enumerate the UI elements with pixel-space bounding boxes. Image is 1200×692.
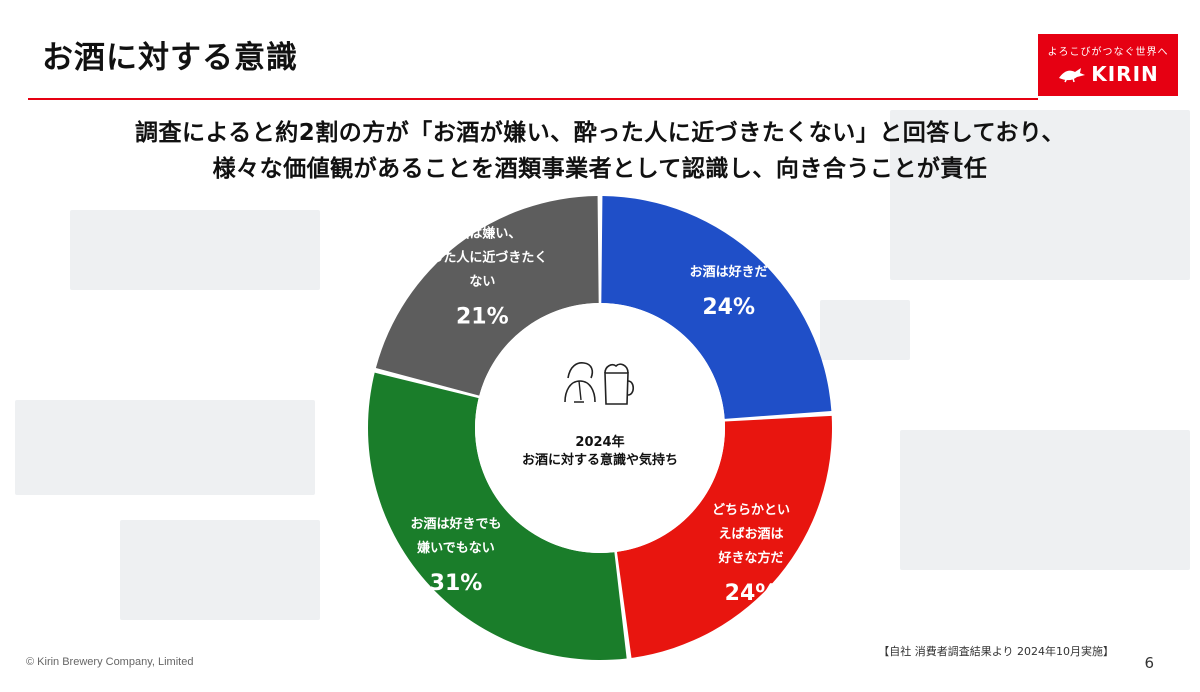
slice-label: お酒は好きだ	[690, 264, 768, 280]
slice-label: お酒は好きでも	[410, 516, 501, 532]
headline-line-2: 様々な価値観があることを酒類事業者として認識し、向き合うことが責任	[212, 156, 988, 182]
source-note: 【自社 消費者調査結果より 2024年10月実施】	[878, 645, 1114, 658]
logo-brand: KIRIN	[1091, 61, 1159, 86]
page-title: お酒に対する意識	[42, 40, 298, 76]
background-photo	[900, 430, 1190, 570]
person-and-beer-icon	[564, 362, 635, 405]
page-number: 6	[1144, 654, 1154, 672]
slice-value-label: 24%	[725, 581, 778, 606]
logo-row: KIRIN	[1057, 63, 1159, 85]
slice-somewhat-like	[616, 415, 833, 658]
slice-value-label: 21%	[456, 304, 509, 329]
slice-label: 好きな方だ	[718, 550, 784, 566]
slice-neutral	[368, 372, 627, 660]
background-photo	[70, 210, 320, 290]
title-divider	[28, 98, 1038, 100]
logo-tagline: よろこびがつなぐ世界へ	[1047, 46, 1169, 58]
slice-label: ない	[469, 274, 495, 289]
center-label-year: 2024年	[575, 434, 624, 450]
slice-label: 酔った人に近づきたく	[417, 249, 547, 265]
slice-value-label: 31%	[430, 571, 483, 596]
background-photo	[890, 110, 1190, 280]
headline-line-1: 調査によると約2割の方が「お酒が嫌い、酔った人に近づきたくない」と回答しており、	[134, 120, 1065, 146]
slice-label: どちらかとい	[712, 503, 790, 518]
slice-label: 嫌いでもない	[416, 540, 495, 556]
slice-like-alcohol	[601, 196, 832, 419]
slice-dislike	[375, 196, 599, 396]
background-photo	[15, 400, 315, 495]
kirin-logo: よろこびがつなぐ世界へ KIRIN	[1038, 34, 1178, 96]
copyright: © Kirin Brewery Company, Limited	[26, 656, 194, 668]
background-photo	[120, 520, 320, 620]
center-label-title: お酒に対する意識や気持ち	[522, 452, 678, 468]
slice-label: えばお酒は	[719, 527, 784, 542]
slice-label: お酒は嫌い、	[443, 225, 521, 241]
slice-value-label: 24%	[702, 295, 755, 320]
donut-center	[475, 303, 725, 553]
background-photo	[820, 300, 910, 360]
kirin-mark-icon	[1059, 67, 1086, 82]
